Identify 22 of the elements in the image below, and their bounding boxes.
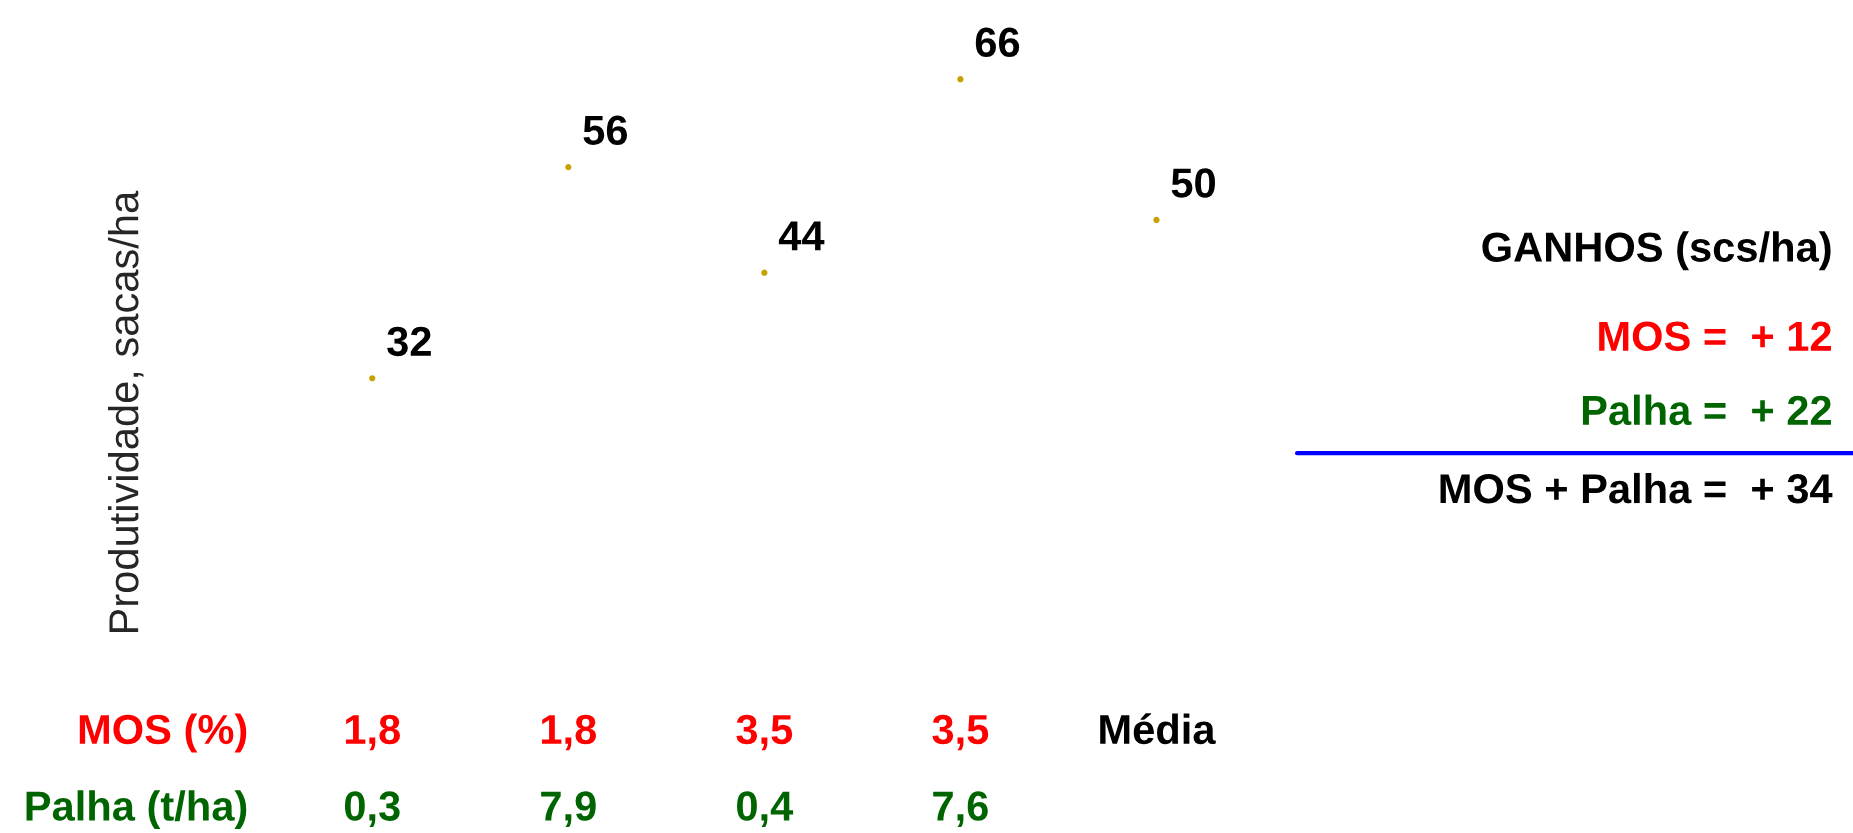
point (565, 164, 572, 171)
point (761, 269, 768, 276)
data-label: 32 (387, 326, 431, 357)
data-label: 66 (975, 27, 1020, 58)
text: MOS (%) (79, 713, 247, 753)
point (957, 76, 964, 83)
x-tick-label: Média (1100, 713, 1216, 745)
y-axis-title: Produtividade, sacas/ha (107, 190, 144, 633)
point (369, 375, 376, 382)
x-tick-label: 1,8 7,9 (541, 714, 596, 827)
x-tick-label: 1,8 0,3 (344, 714, 400, 827)
text: MOS = + 12 (1599, 321, 1831, 352)
text: Palha (t/ha) (26, 790, 247, 830)
data-label: 44 (778, 221, 825, 251)
x-tick-label: 3,5 0,4 (736, 714, 794, 827)
point (1153, 216, 1160, 224)
data-label: 50 (1171, 168, 1215, 198)
text: GANHOS (scs/ha) (1482, 231, 1831, 271)
text: Palha = + 22 (1582, 394, 1831, 426)
text: MOS + Palha = + 34 (1440, 472, 1833, 504)
x-tick-label: 3,5 7,6 (932, 714, 989, 827)
data-label: 56 (583, 115, 628, 146)
